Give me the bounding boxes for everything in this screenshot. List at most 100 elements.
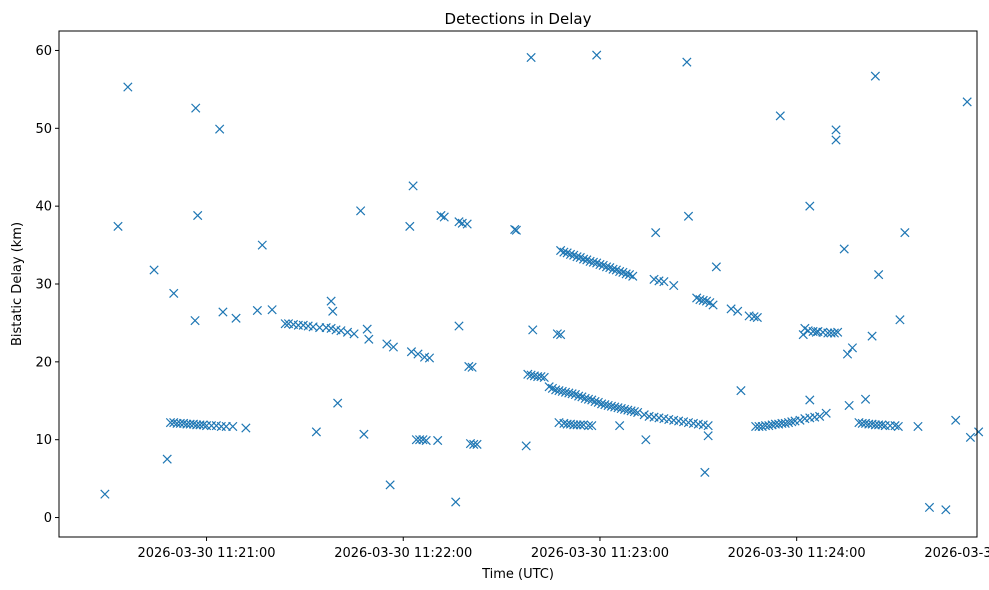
data-point <box>469 439 479 449</box>
data-point <box>870 71 880 81</box>
x-tick-label: 2026-03-30 11:24:00 <box>728 546 866 561</box>
data-point <box>775 111 785 121</box>
y-tick-label: 60 <box>35 44 52 59</box>
data-point <box>326 323 336 333</box>
data-point <box>149 265 159 275</box>
data-point <box>172 418 182 428</box>
data-point <box>703 431 713 441</box>
data-point <box>621 269 631 279</box>
data-point <box>867 331 877 341</box>
data-point <box>682 57 692 67</box>
y-tick-label: 50 <box>35 122 52 137</box>
data-point <box>829 328 840 338</box>
data-point <box>893 421 903 432</box>
data-point <box>962 97 972 107</box>
data-point <box>895 315 905 325</box>
data-point <box>726 304 736 314</box>
data-point <box>708 300 718 310</box>
data-point <box>831 125 841 135</box>
data-point <box>578 254 589 264</box>
data-point <box>359 429 369 439</box>
y-tick-label: 30 <box>35 278 52 293</box>
data-point <box>439 212 449 222</box>
data-point <box>877 420 887 430</box>
data-point <box>385 480 395 490</box>
data-point <box>182 419 192 429</box>
data-point <box>736 386 746 396</box>
data-point <box>198 420 208 430</box>
data-point <box>565 249 576 260</box>
chart-title: Detections in Delay <box>445 10 592 28</box>
data-point <box>583 421 594 431</box>
x-tick-label: 2026-03-30 11:23:00 <box>531 546 669 561</box>
data-point <box>974 427 984 437</box>
data-point <box>241 423 251 433</box>
data-point <box>328 306 338 316</box>
data-point <box>123 82 133 92</box>
data-point <box>608 264 618 274</box>
y-tick-label: 40 <box>35 200 52 215</box>
data-point <box>811 327 821 337</box>
data-point <box>190 315 200 326</box>
data-point <box>552 329 562 339</box>
data-point <box>900 227 910 238</box>
data-point <box>752 312 762 323</box>
data-point <box>418 435 428 445</box>
data-point <box>405 221 415 232</box>
data-point <box>362 324 372 334</box>
data-point <box>267 305 277 315</box>
data-point <box>749 312 759 322</box>
data-point <box>218 307 228 317</box>
data-point <box>711 262 721 272</box>
data-point <box>815 411 825 421</box>
data-point <box>787 417 797 427</box>
data-point <box>572 420 582 430</box>
y-axis-label: Bistatic Delay (km) <box>10 222 25 346</box>
data-point <box>629 407 640 417</box>
data-point <box>382 339 392 349</box>
data-point <box>567 389 577 399</box>
data-point <box>590 396 600 407</box>
data-point <box>192 420 202 430</box>
data-point <box>349 329 359 339</box>
y-tick-label: 20 <box>35 355 52 370</box>
y-axis-ticks: 0 10 20 30 40 50 60 <box>35 44 59 526</box>
data-point <box>592 50 602 60</box>
data-point <box>451 497 461 507</box>
x-axis-label: Time (UTC) <box>481 567 554 582</box>
data-point <box>221 421 231 432</box>
data-point <box>628 271 638 281</box>
data-point <box>951 415 961 425</box>
data-point <box>587 421 597 431</box>
data-point <box>798 329 808 340</box>
data-point <box>215 124 225 134</box>
data-point <box>821 408 831 418</box>
data-point <box>965 432 976 442</box>
data-point <box>601 262 612 272</box>
data-point <box>388 342 399 352</box>
y-tick-label: 0 <box>44 511 52 526</box>
data-point <box>521 441 531 451</box>
data-point <box>526 52 536 63</box>
data-point <box>169 288 179 298</box>
data-points-layer <box>100 50 984 515</box>
data-point <box>228 421 238 432</box>
y-tick-label: 10 <box>35 433 52 448</box>
data-point <box>890 421 900 431</box>
data-point <box>795 415 805 425</box>
data-point <box>805 201 815 211</box>
data-point <box>615 266 625 277</box>
data-point <box>433 435 443 446</box>
data-point <box>364 334 374 344</box>
data-point <box>641 435 651 445</box>
data-point <box>424 353 435 363</box>
x-tick-label: 2026-03-30 11:22:00 <box>334 546 472 561</box>
data-point <box>700 467 710 478</box>
data-point <box>669 280 679 291</box>
data-point <box>326 296 336 306</box>
data-point <box>467 362 477 372</box>
data-point <box>588 257 599 267</box>
data-point <box>698 295 708 305</box>
x-tick-label: 2026-03-30 11:21:00 <box>137 546 275 561</box>
